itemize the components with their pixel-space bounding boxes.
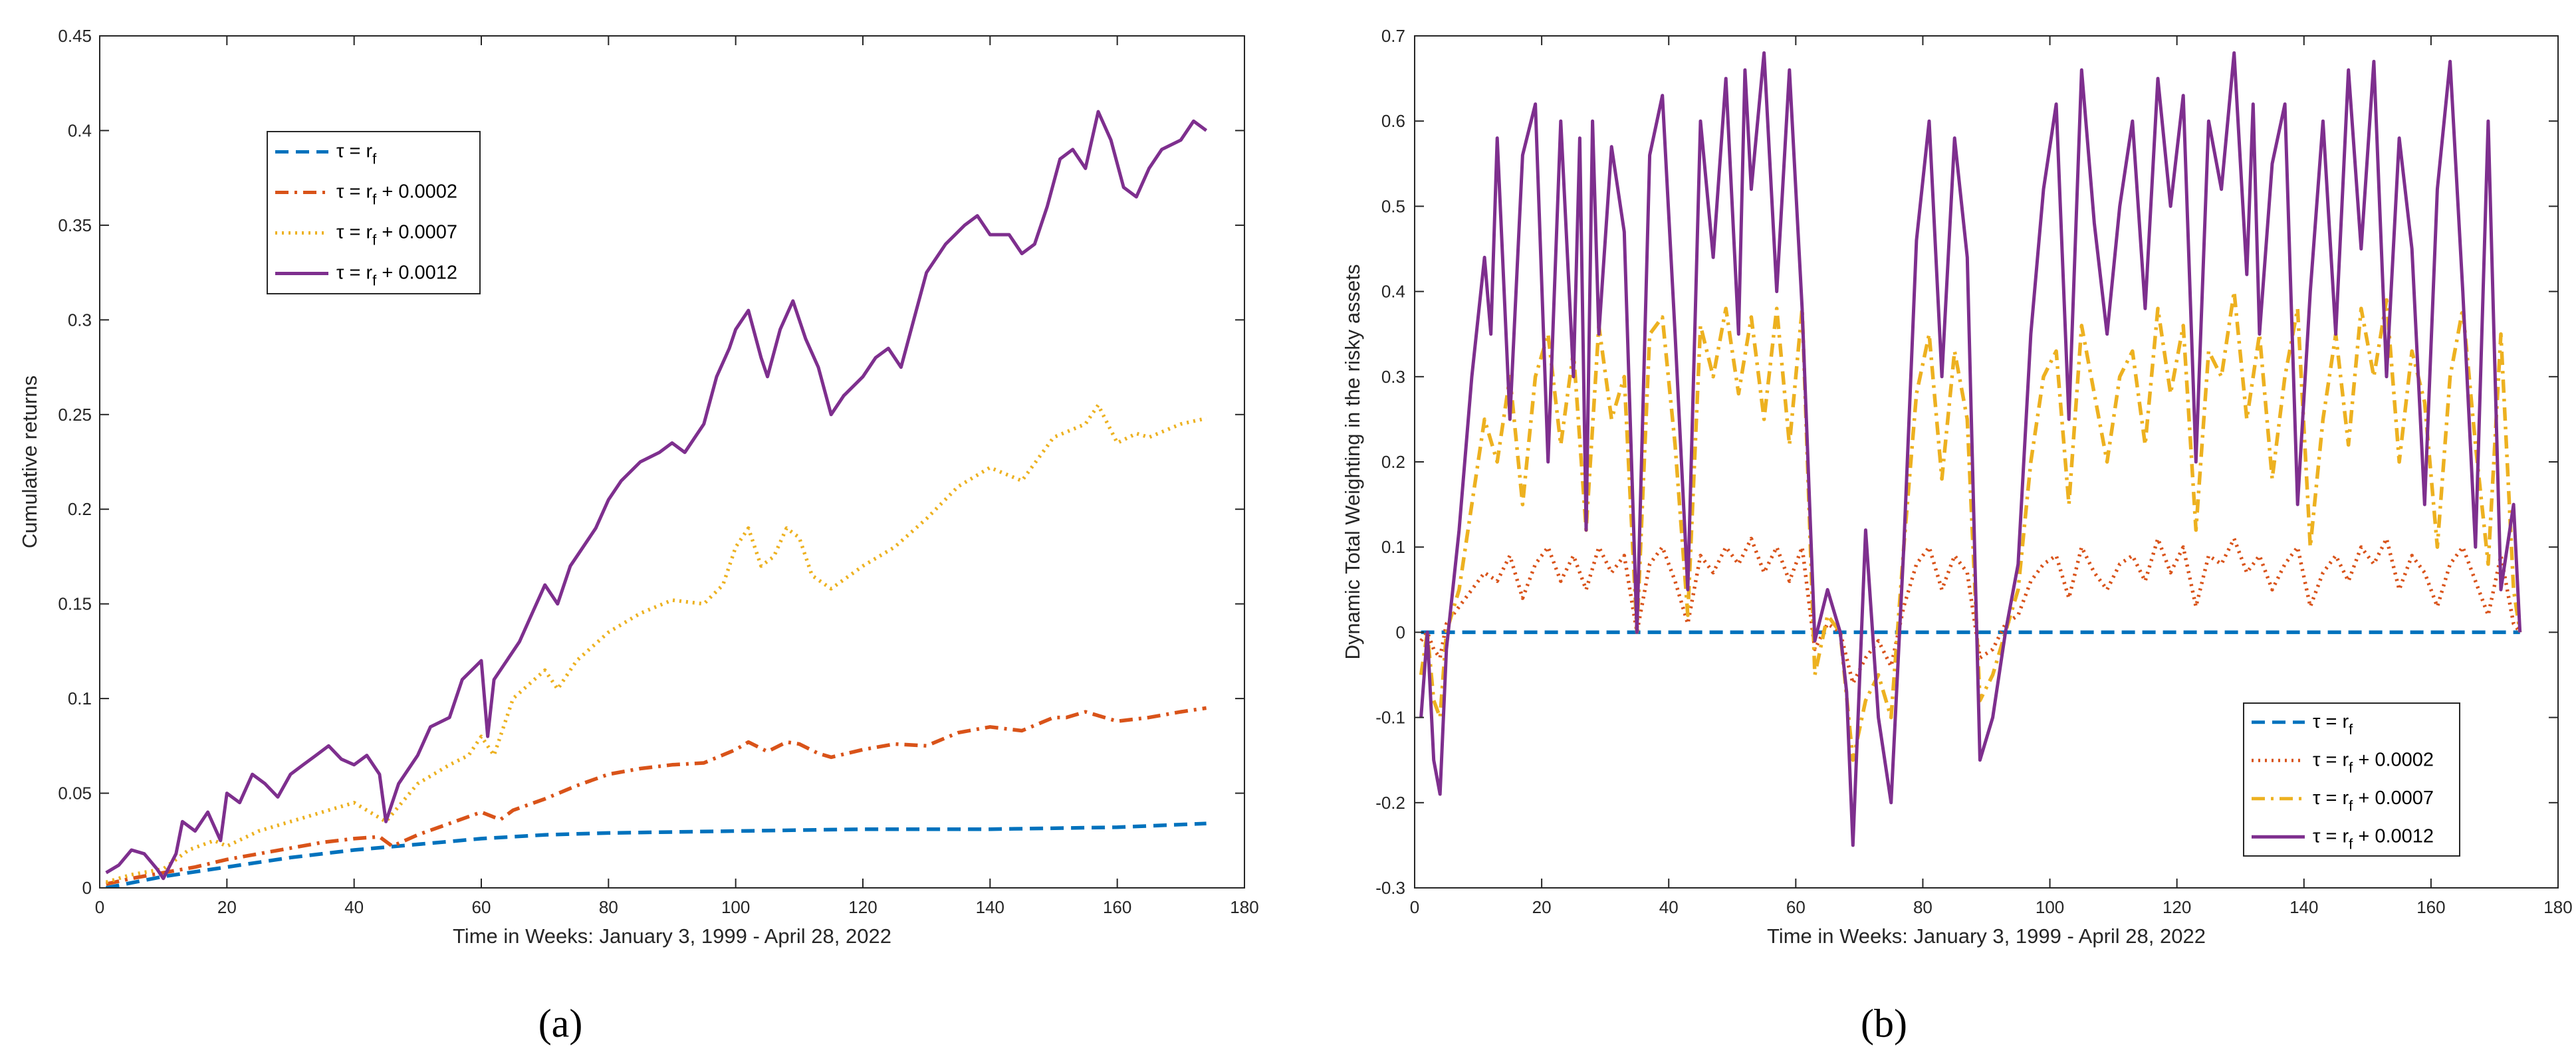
chart-panel-b: 0 20 40 60 80 100 120 140 160 180 -0.3 -0.2 -0.1 0 0.1…: [1341, 26, 2573, 948]
legend-label-1: τ = rf: [336, 141, 377, 167]
x-tick-label: 0: [1410, 897, 1419, 917]
legend-label-main: τ = r: [336, 222, 373, 243]
legend-label-2: τ = rf + 0.0002: [2313, 749, 2434, 776]
y-tick-label: 0.6: [1381, 111, 1405, 131]
x-tick-label: 140: [2289, 897, 2318, 917]
x-tick-label: 60: [472, 897, 491, 917]
legend-label-main: τ = r: [336, 263, 373, 284]
y-tick-label: 0.45: [58, 26, 92, 46]
legend-label-tail: + 0.0012: [2353, 825, 2434, 847]
y-tick-label: 0.2: [68, 499, 92, 519]
y-tick-label: 0.05: [58, 784, 92, 803]
y-tick-label: 0.4: [1381, 282, 1405, 302]
x-tick-label: 40: [1659, 897, 1679, 917]
y-tick-label: 0: [1396, 622, 1405, 642]
legend-label-sub: f: [372, 272, 377, 289]
series-line-4: [1419, 51, 2522, 847]
series-group: [1419, 51, 2522, 847]
legend-label-sub: f: [2349, 835, 2353, 852]
y-tick-label: 0.2: [1381, 452, 1405, 472]
series-line-2: [1419, 536, 2521, 686]
y-tick-label: 0.7: [1381, 26, 1405, 46]
panel-caption-a: (a): [538, 1002, 583, 1045]
x-tick-label: 20: [217, 897, 237, 917]
series-line-3: [105, 403, 1207, 885]
x-tick-label: 140: [976, 897, 1004, 917]
x-axis-label: Time in Weeks: January 3, 1999 - April 2…: [453, 924, 891, 948]
series-line-1: [106, 821, 1207, 888]
y-tick-label: 0.4: [68, 120, 92, 140]
legend-label-sub: f: [372, 151, 377, 167]
legend-label-sub: f: [372, 191, 377, 208]
legend-label-4: τ = rf + 0.0012: [2313, 825, 2434, 852]
y-tick-label: 0: [82, 878, 92, 898]
x-tick-label: 80: [1913, 897, 1932, 917]
y-tick-label: 0.3: [1381, 367, 1405, 387]
legend-label-main: τ = r: [2313, 711, 2349, 732]
x-tick-label: 0: [95, 897, 104, 917]
y-tick-label: -0.1: [1375, 708, 1405, 728]
y-tick-label: -0.3: [1375, 878, 1405, 898]
axes-frame: [99, 35, 1245, 889]
legend-label-main: τ = r: [336, 141, 373, 162]
series-group: [105, 110, 1208, 888]
legend-label-sub: f: [372, 232, 377, 249]
y-tick-label: -0.2: [1375, 793, 1405, 813]
x-tick-label: 60: [1786, 897, 1806, 917]
x-tick-label: 160: [1103, 897, 1131, 917]
series-line-4: [105, 110, 1208, 881]
x-tick-label: 160: [2416, 897, 2445, 917]
x-tick-label: 120: [848, 897, 877, 917]
legend-label-tail: + 0.0012: [376, 263, 457, 284]
y-tick-label: 0.3: [68, 310, 92, 330]
y-tick-label: 0.25: [58, 405, 92, 425]
legend-label-main: τ = r: [336, 181, 373, 203]
x-tick-label: 20: [1532, 897, 1552, 917]
legend-label-sub: f: [2349, 797, 2353, 814]
y-tick-label: 0.1: [68, 688, 92, 708]
x-tick-label: 120: [2163, 897, 2191, 917]
legend-label-sub: f: [2349, 759, 2353, 776]
legend-box: [267, 131, 481, 294]
x-tick-label: 180: [2543, 897, 2572, 917]
legend-label-2: τ = rf + 0.0002: [336, 181, 457, 208]
legend-label-sub: f: [2349, 721, 2353, 738]
panel-caption-b: (b): [1861, 1002, 1907, 1045]
y-tick-label: 0.5: [1381, 196, 1405, 216]
x-tick-label: 80: [599, 897, 618, 917]
legend-label-main: τ = r: [2313, 825, 2349, 847]
legend-label-tail: + 0.0007: [376, 222, 457, 243]
y-axis-label: Cumulative returns: [18, 375, 41, 548]
legend-label-main: τ = r: [2313, 788, 2349, 809]
legend-label-main: τ = r: [2313, 749, 2349, 770]
legend-label-4: τ = rf + 0.0012: [336, 263, 457, 289]
legend-box: [2243, 702, 2460, 857]
x-tick-label: 100: [2036, 897, 2064, 917]
legend-label-tail: + 0.0007: [2353, 788, 2434, 809]
x-tick-label: 100: [721, 897, 750, 917]
chart-panel-a: 0 20 40 60 80 100 120 140 160 180 0 0.05 0.1 0.15 0.2 0…: [18, 26, 1259, 948]
y-axis-label: Dynamic Total Weighting in the risky ass…: [1341, 264, 1364, 660]
legend-label-3: τ = rf + 0.0007: [336, 222, 457, 249]
series-line-2: [106, 706, 1207, 886]
x-axis-label: Time in Weeks: January 3, 1999 - April 2…: [1767, 924, 2206, 948]
legend-label-1: τ = rf: [2313, 711, 2353, 738]
legend-label-tail: + 0.0002: [376, 181, 457, 203]
legend-label-3: τ = rf + 0.0007: [2313, 788, 2434, 814]
x-tick-label: 40: [344, 897, 364, 917]
y-tick-label: 0.35: [58, 215, 92, 235]
x-tick-label: 180: [1230, 897, 1258, 917]
y-tick-label: 0.1: [1381, 537, 1405, 557]
legend-label-tail: + 0.0002: [2353, 749, 2434, 770]
y-tick-label: 0.15: [58, 594, 92, 614]
